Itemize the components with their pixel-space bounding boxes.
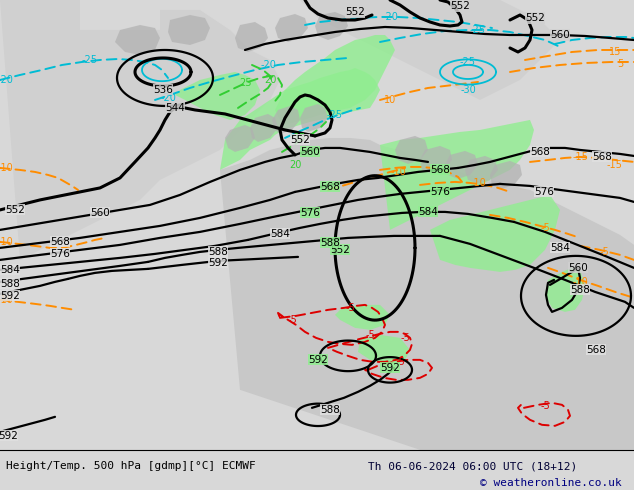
Text: 552: 552: [5, 205, 25, 215]
Polygon shape: [220, 68, 380, 170]
Text: -15: -15: [606, 160, 622, 170]
Text: 576: 576: [50, 249, 70, 259]
Text: 584: 584: [550, 243, 570, 253]
Text: -5: -5: [395, 357, 405, 367]
Text: 568: 568: [50, 237, 70, 247]
Text: 576: 576: [430, 187, 450, 197]
Polygon shape: [545, 268, 585, 312]
Text: 15: 15: [294, 133, 306, 143]
Text: -10: -10: [0, 163, 13, 173]
Text: -5: -5: [540, 223, 550, 233]
Polygon shape: [430, 195, 560, 272]
Polygon shape: [115, 25, 160, 55]
Text: -25: -25: [327, 110, 343, 120]
Text: -25: -25: [470, 25, 486, 35]
Text: 584: 584: [418, 207, 438, 217]
Polygon shape: [358, 335, 410, 365]
Text: -5: -5: [599, 247, 609, 257]
Text: -20: -20: [382, 12, 398, 22]
Polygon shape: [235, 22, 268, 52]
Polygon shape: [275, 35, 395, 125]
Text: 560: 560: [300, 147, 320, 157]
Text: 588: 588: [208, 247, 228, 257]
Text: -20: -20: [0, 75, 13, 85]
Text: 588: 588: [570, 285, 590, 295]
Text: -5: -5: [287, 315, 297, 325]
Text: -20: -20: [260, 60, 276, 70]
Polygon shape: [420, 146, 452, 174]
Text: 592: 592: [0, 431, 18, 441]
Polygon shape: [490, 161, 522, 189]
Text: 560: 560: [90, 208, 110, 218]
Text: 584: 584: [270, 229, 290, 239]
Text: 568: 568: [320, 182, 340, 192]
Text: -5: -5: [540, 401, 550, 411]
Text: 584: 584: [0, 265, 20, 275]
Text: 568: 568: [586, 345, 606, 355]
Text: 592: 592: [208, 258, 228, 268]
Polygon shape: [315, 12, 348, 40]
Text: -25: -25: [82, 55, 98, 65]
Text: 552: 552: [330, 245, 350, 255]
Text: -25: -25: [460, 57, 476, 67]
Text: 568: 568: [530, 147, 550, 157]
Polygon shape: [380, 120, 534, 230]
Text: 536: 536: [153, 85, 173, 95]
Text: -5: -5: [365, 330, 375, 340]
Text: 560: 560: [568, 263, 588, 273]
Text: 20: 20: [289, 160, 301, 170]
Polygon shape: [300, 104, 328, 132]
Text: 552: 552: [345, 7, 365, 17]
Polygon shape: [335, 305, 390, 330]
Polygon shape: [272, 106, 300, 134]
Polygon shape: [220, 138, 634, 450]
Polygon shape: [445, 151, 478, 179]
Text: 576: 576: [534, 187, 554, 197]
Text: 10: 10: [384, 95, 396, 105]
Text: 588: 588: [0, 279, 20, 289]
Text: 568: 568: [430, 165, 450, 175]
Polygon shape: [275, 14, 308, 42]
Text: Height/Temp. 500 hPa [gdmp][°C] ECMWF: Height/Temp. 500 hPa [gdmp][°C] ECMWF: [6, 462, 256, 471]
Polygon shape: [225, 125, 255, 152]
Text: 592: 592: [0, 291, 20, 301]
Polygon shape: [0, 0, 280, 260]
Text: 552: 552: [290, 135, 310, 145]
Polygon shape: [465, 156, 498, 184]
Polygon shape: [175, 72, 260, 120]
Polygon shape: [250, 114, 278, 142]
Text: -30: -30: [460, 85, 476, 95]
Text: 592: 592: [308, 355, 328, 365]
Polygon shape: [300, 0, 560, 100]
Text: -20: -20: [160, 93, 176, 103]
Text: -10: -10: [470, 178, 486, 188]
Text: 552: 552: [450, 1, 470, 11]
Text: 588: 588: [320, 405, 340, 415]
Text: 588: 588: [320, 238, 340, 248]
Text: 568: 568: [592, 152, 612, 162]
Text: -5: -5: [345, 303, 355, 313]
Polygon shape: [395, 136, 428, 164]
Text: -10: -10: [390, 167, 406, 177]
Text: 25: 25: [239, 78, 251, 88]
Text: -5: -5: [400, 333, 410, 343]
Text: Th 06-06-2024 06:00 UTC (18+12): Th 06-06-2024 06:00 UTC (18+12): [368, 462, 577, 471]
Text: 544: 544: [165, 103, 185, 113]
Text: 552: 552: [525, 13, 545, 23]
Text: -15: -15: [572, 152, 588, 162]
Text: -10: -10: [572, 277, 588, 287]
Text: -10: -10: [0, 295, 13, 305]
Text: 5: 5: [617, 59, 623, 69]
Text: 560: 560: [550, 30, 570, 40]
Text: © weatheronline.co.uk: © weatheronline.co.uk: [479, 478, 621, 488]
Polygon shape: [168, 15, 210, 45]
Text: 592: 592: [380, 363, 400, 373]
Text: -10: -10: [0, 237, 13, 247]
Text: 15: 15: [609, 47, 621, 57]
Text: 576: 576: [300, 208, 320, 218]
Text: 20: 20: [264, 75, 276, 85]
